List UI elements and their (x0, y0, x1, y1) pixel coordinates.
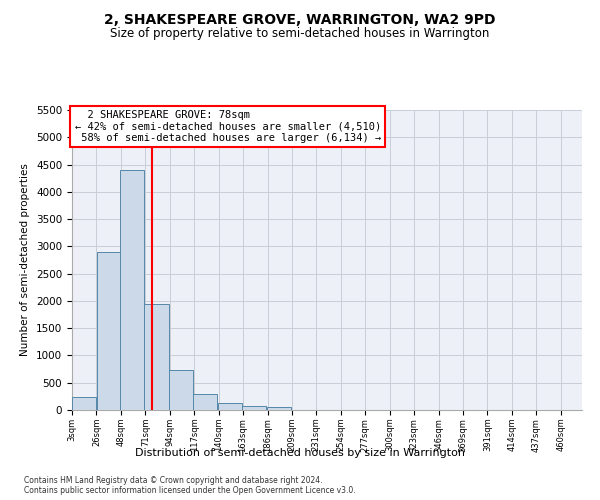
Bar (120, 170, 144, 410)
Text: Contains HM Land Registry data © Crown copyright and database right 2024.
Contai: Contains HM Land Registry data © Crown c… (24, 476, 356, 495)
Bar (72, 398, 96, 410)
Bar (97, 252, 121, 410)
Text: 2 SHAKESPEARE GROVE: 78sqm  
← 42% of semi-detached houses are smaller (4,510)
 : 2 SHAKESPEARE GROVE: 78sqm ← 42% of semi… (74, 110, 381, 143)
Text: 2, SHAKESPEARE GROVE, WARRINGTON, WA2 9PD: 2, SHAKESPEARE GROVE, WARRINGTON, WA2 9P… (104, 12, 496, 26)
Bar (242, 406, 266, 410)
Text: Size of property relative to semi-detached houses in Warrington: Size of property relative to semi-detach… (110, 28, 490, 40)
Bar (218, 404, 242, 410)
Bar (266, 408, 291, 410)
Bar (169, 370, 193, 410)
Y-axis label: Number of semi-detached properties: Number of semi-detached properties (20, 164, 31, 356)
Text: Distribution of semi-detached houses by size in Warrington: Distribution of semi-detached houses by … (135, 448, 465, 458)
Bar (145, 304, 169, 410)
Bar (193, 394, 217, 410)
